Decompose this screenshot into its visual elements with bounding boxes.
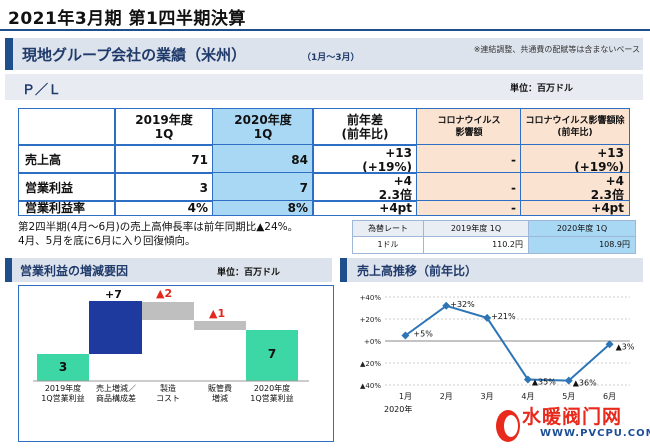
margin-yoy: +4pt (312, 200, 418, 216)
x-tick-label: 1月 (399, 392, 412, 401)
pl-note-line2: 4月、5月を底に6月に入り回復傾向。 (18, 235, 196, 247)
margin-covid-impact: - (416, 200, 522, 216)
pl-label: Ｐ／Ｌ (22, 83, 62, 98)
sales-data-label: +21% (491, 312, 516, 321)
waterfall-bar-manufacturing (142, 302, 194, 320)
section-header-bar (5, 38, 643, 70)
fx-table: 為替レート 2019年度 1Q 2020年度 1Q 1ドル 110.2円 108… (352, 220, 636, 254)
sales-data-point (605, 340, 614, 349)
margin-excl-covid: +4pt (520, 200, 630, 216)
bar-value-2019: 3 (58, 360, 68, 374)
section-period: （1月～3月） (302, 53, 360, 63)
sales-data-point (523, 375, 532, 384)
page-title: 2021年3月期 第1四半期決算 (8, 9, 246, 29)
waterfall-bar-2019 (37, 354, 89, 381)
sales-yoy: +13 (+19%) (312, 144, 418, 174)
bar-value-sales: +7 (105, 288, 122, 301)
op-excl-covid: +4 2.3倍 (520, 172, 630, 202)
x-tick-label: 3月 (481, 392, 494, 401)
watermark-logo (496, 410, 520, 442)
header-covid-impact: コロナウイルス 影響額 (416, 108, 522, 146)
pl-table: 2019年度 1Q 2020年度 1Q 前年差 (前年比) コロナウイルス 影響… (18, 108, 630, 216)
sales-data-point (483, 313, 492, 322)
pl-note-line1: 第2四半期(4月～6月)の売上高伸長率は前年同期比▲24%。 (18, 221, 299, 233)
sales-trend-title: 売上高推移（前年比） (357, 264, 478, 278)
fx-head-label: 為替レート (352, 220, 424, 237)
sales-2019: 71 (114, 144, 214, 174)
table-corner (18, 108, 116, 146)
sales-2020: 84 (212, 144, 314, 174)
sales-data-label: ▲35% (532, 378, 556, 387)
header-excl-covid: コロナウイルス影響額除 (前年比) (520, 108, 630, 146)
fx-rate-2019: 110.2円 (423, 236, 529, 254)
row-label-sales: 売上高 (18, 144, 116, 174)
year-label: 2020年 (384, 405, 413, 414)
margin-2019: 4% (114, 200, 214, 216)
sales-excl-covid: +13 (+19%) (520, 144, 630, 174)
section-accent (5, 38, 13, 70)
bar-label-sales: 売上増減／ 商品構成差 (96, 384, 136, 403)
operating-profit-unit: 単位：百万ドル (217, 268, 281, 278)
watermark-cn-text: 水暖阀门网 (522, 406, 623, 428)
sales-data-label: ▲3% (616, 342, 635, 351)
x-tick-label: 4月 (521, 392, 534, 401)
sales-trend-chart: +40% +20% +0% ▲20% ▲40% 1月 2月 3月 4月 5月 6月 +5% +32% +2… (360, 294, 635, 401)
bar-label-2020: 2020年度 1Q営業利益 (250, 384, 294, 403)
operating-profit-waterfall: 3 +7 ▲2 ▲1 7 2019年度 1Q営業利益 売上増減／ 商品構成差 製… (18, 285, 334, 442)
pl-note: 第2四半期(4月～6月)の売上高伸長率は前年同期比▲24%。 4月、5月を底に6… (18, 220, 298, 248)
bar-label-manufacturing: 製造 コスト (156, 384, 180, 403)
row-label-operating-margin: 営業利益率 (18, 200, 116, 216)
sales-covid-impact: - (416, 144, 522, 174)
y-tick-label: +0% (364, 338, 381, 346)
sales-series-line (404, 304, 611, 382)
title-rule (0, 29, 650, 31)
row-label-operating-profit: 営業利益 (18, 172, 116, 202)
sales-data-point (401, 331, 410, 340)
header-2020-1q: 2020年度 1Q (212, 108, 314, 146)
fx-head-2019: 2019年度 1Q (423, 220, 529, 237)
sales-data-label: ▲36% (573, 379, 597, 388)
x-tick-label: 6月 (603, 392, 616, 401)
bar-value-sga: ▲1 (209, 307, 226, 320)
fx-rate-2020: 108.9円 (528, 236, 636, 254)
sales-data-label: +32% (450, 300, 475, 309)
y-tick-label: ▲20% (360, 360, 381, 368)
x-tick-label: 5月 (562, 392, 575, 401)
waterfall-svg (33, 301, 309, 382)
operating-profit-header-bar (5, 258, 332, 282)
waterfall-bar-sales (89, 301, 142, 354)
pl-header-bar (5, 74, 643, 100)
section-title: 現地グループ会社の業績（米州） (22, 46, 247, 64)
watermark-url: WWW.PVCPU.COM (540, 428, 650, 439)
header-yoy: 前年差 (前年比) (312, 108, 418, 146)
operating-profit-title: 営業利益の増減要因 (20, 264, 129, 278)
bar-label-sga: 販管費 増減 (208, 384, 232, 403)
waterfall-bar-sga (194, 321, 246, 330)
sales-data-point (442, 301, 451, 310)
sales-data-label: +5% (413, 330, 433, 339)
x-tick-label: 2月 (440, 392, 453, 401)
margin-2020: 8% (212, 200, 314, 216)
fx-row-label: 1ドル (352, 236, 424, 254)
op-covid-impact: - (416, 172, 522, 202)
section-note: ※連結調整、共通費の配賦等は含まないベース (473, 45, 640, 54)
waterfall-bar-2020 (246, 330, 298, 381)
y-tick-label: +20% (360, 316, 382, 324)
bar-label-2019: 2019年度 1Q営業利益 (41, 384, 85, 403)
op-2020: 7 (212, 172, 314, 202)
y-tick-label: +40% (360, 294, 382, 302)
header-2019-1q: 2019年度 1Q (114, 108, 214, 146)
op-yoy: +4 2.3倍 (312, 172, 418, 202)
fx-head-2020: 2020年度 1Q (528, 220, 636, 237)
op-2019: 3 (114, 172, 214, 202)
bar-value-manufacturing: ▲2 (156, 287, 173, 300)
sales-data-point (564, 376, 573, 385)
sales-trend-header-bar (340, 258, 643, 282)
pl-unit: 単位：百万ドル (510, 84, 574, 94)
bar-value-2020: 7 (267, 347, 277, 361)
y-tick-label: ▲40% (360, 382, 381, 390)
